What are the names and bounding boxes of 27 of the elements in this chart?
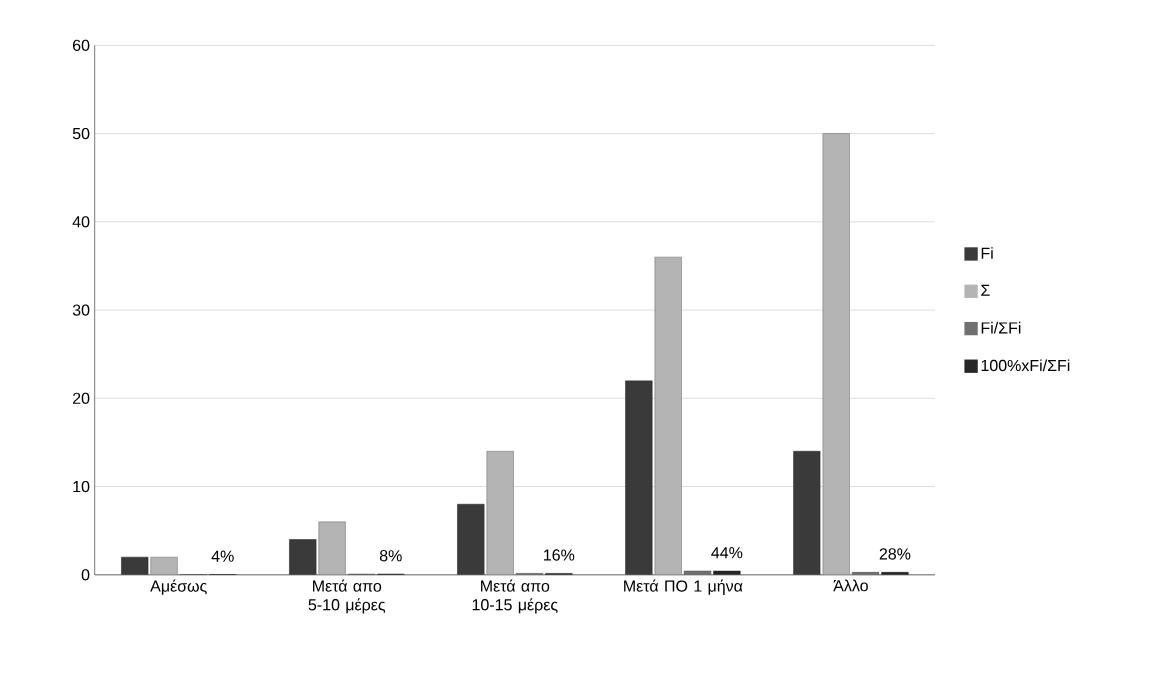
bar bbox=[150, 556, 178, 575]
bar bbox=[793, 450, 821, 575]
x-tick-label: Μετά απο 10-15 μέρες bbox=[472, 579, 558, 614]
data-label: 8% bbox=[379, 549, 402, 562]
legend-label: Fi bbox=[981, 247, 993, 259]
bar bbox=[625, 380, 653, 575]
y-tick-label: 60 bbox=[73, 39, 90, 51]
y-tick-label: 10 bbox=[73, 480, 90, 493]
bar bbox=[289, 539, 317, 575]
y-tick-label: 0 bbox=[81, 569, 90, 581]
legend-label: Fi/ΣFi bbox=[981, 321, 1021, 334]
legend-label: Σ bbox=[981, 284, 990, 296]
y-tick-label: 40 bbox=[72, 216, 90, 228]
y-tick-label: 50 bbox=[72, 127, 90, 140]
data-label: 44% bbox=[711, 546, 743, 559]
x-tick-label: Αμέσως bbox=[150, 579, 207, 595]
data-label: 4% bbox=[211, 550, 234, 562]
y-tick-label: 30 bbox=[72, 304, 90, 316]
x-tick-label: Μετά ΠΟ 1 μήνα bbox=[624, 579, 743, 595]
bar bbox=[457, 503, 485, 575]
data-label: 28% bbox=[879, 548, 911, 560]
y-tick-label: 20 bbox=[72, 392, 90, 404]
bar bbox=[121, 556, 149, 575]
data-label: 16% bbox=[544, 549, 575, 561]
x-tick-label: Άλλο bbox=[833, 579, 868, 592]
legend-label: 100%xFi/ΣFi bbox=[981, 359, 1070, 372]
x-tick-label: Μετά απο 5-10 μέρες bbox=[308, 579, 386, 614]
